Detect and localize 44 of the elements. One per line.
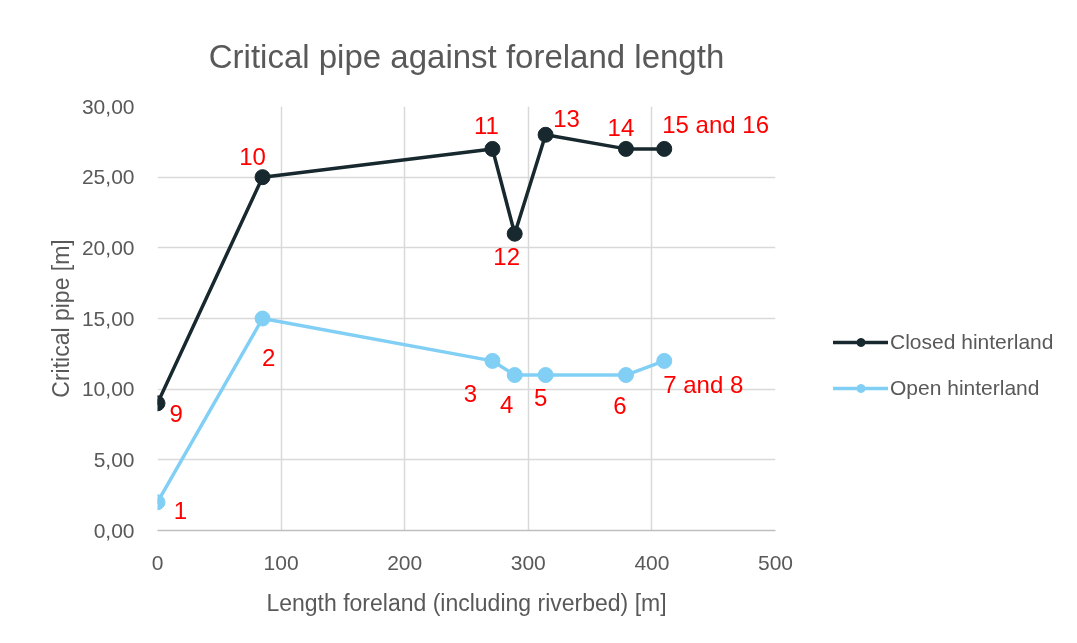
- y-tick-label: 30,00: [81, 94, 135, 118]
- annotation: 1: [173, 496, 188, 524]
- point: [484, 140, 501, 157]
- legend-label: Closed hinterland: [890, 330, 1054, 354]
- x-tick-label: 400: [634, 550, 670, 574]
- x-tick-label: 100: [263, 550, 299, 574]
- point: [484, 352, 501, 369]
- annotation: 2: [261, 344, 276, 371]
- point: [617, 140, 634, 157]
- point: [537, 126, 554, 143]
- annotation: 13: [553, 105, 580, 133]
- y-tick-label: 25,00: [81, 165, 135, 189]
- annotation: 3: [463, 380, 478, 408]
- annotation: 14: [607, 114, 635, 142]
- point: [506, 225, 523, 242]
- x-tick-label: 300: [510, 550, 546, 574]
- point: [617, 367, 634, 384]
- y-tick-label: 5,00: [93, 447, 135, 471]
- y-tick-label: 20,00: [81, 235, 135, 259]
- annotation: 5: [533, 383, 548, 411]
- y-tick-label: 10,00: [81, 377, 135, 401]
- x-axis-title: Length foreland (including riverbed) [m]: [266, 589, 667, 616]
- y-tick-label: 0,00: [93, 518, 135, 542]
- legend-label: Open hinterland: [890, 376, 1040, 400]
- annotation: 4: [500, 390, 514, 418]
- chart-title: Critical pipe against foreland length: [208, 37, 725, 75]
- y-tick-label: 15,00: [81, 306, 135, 330]
- x-tick-label: 0: [151, 550, 164, 574]
- x-tick-label: 500: [757, 550, 794, 574]
- point: [656, 352, 673, 369]
- point: [656, 140, 673, 157]
- annotation: 9: [169, 399, 183, 427]
- annotation: 11: [474, 112, 499, 140]
- point: [537, 367, 554, 384]
- x-tick-label: 200: [387, 550, 423, 574]
- point: [254, 169, 271, 186]
- annotation: 15 and 16: [662, 111, 770, 139]
- annotation: 12: [493, 243, 521, 271]
- point: [254, 310, 271, 327]
- annotation: 10: [239, 142, 266, 170]
- point: [506, 367, 523, 384]
- annotation: 6: [613, 391, 627, 419]
- y-axis-title: Critical pipe [m]: [47, 239, 74, 398]
- annotation: 7 and 8: [663, 371, 744, 399]
